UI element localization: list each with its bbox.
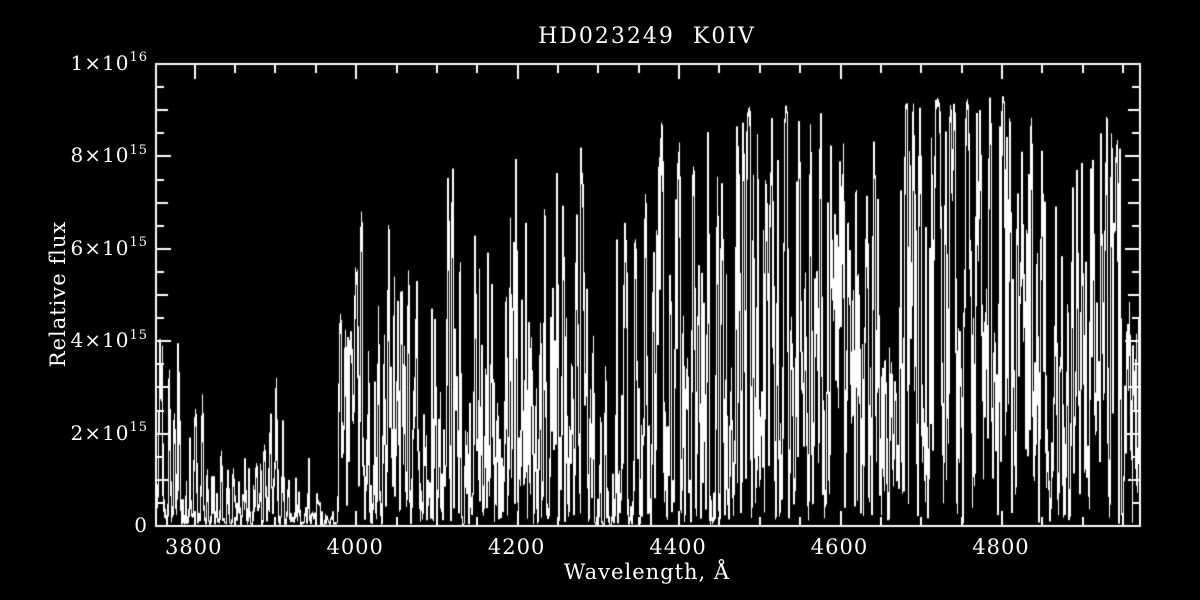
- x-tick-label: 4600: [810, 535, 869, 559]
- x-tick-label: 4800: [972, 535, 1030, 559]
- x-tick-label: 3800: [165, 535, 223, 559]
- y-tick-label: 8×1015: [70, 142, 148, 168]
- y-tick-label: 6×1015: [70, 235, 148, 260]
- x-tick-label: 4000: [326, 535, 384, 559]
- x-tick-label: 4400: [649, 535, 707, 559]
- x-axis-title: Wavelength, Å: [563, 560, 731, 584]
- y-tick-label: 1×1016: [70, 50, 148, 75]
- x-tick-label: 4200: [487, 535, 546, 559]
- y-tick-label: 0: [134, 513, 148, 537]
- y-tick-label: 4×1015: [70, 327, 148, 353]
- y-tick-label: 2×1015: [70, 419, 148, 445]
- chart-title: HD023249 K0IV: [538, 24, 756, 49]
